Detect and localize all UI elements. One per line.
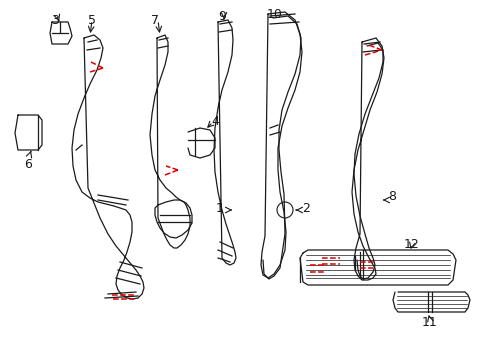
Text: 4: 4	[211, 115, 219, 128]
Text: 8: 8	[387, 189, 395, 202]
Text: 12: 12	[403, 238, 419, 251]
Text: 11: 11	[421, 316, 437, 329]
Text: 5: 5	[88, 14, 96, 27]
Text: 1: 1	[216, 202, 224, 215]
Text: 9: 9	[218, 10, 225, 23]
Text: 2: 2	[302, 202, 309, 215]
Text: 7: 7	[151, 14, 159, 27]
Text: 10: 10	[266, 8, 283, 21]
Text: 3: 3	[51, 14, 59, 27]
Text: 6: 6	[24, 158, 32, 171]
